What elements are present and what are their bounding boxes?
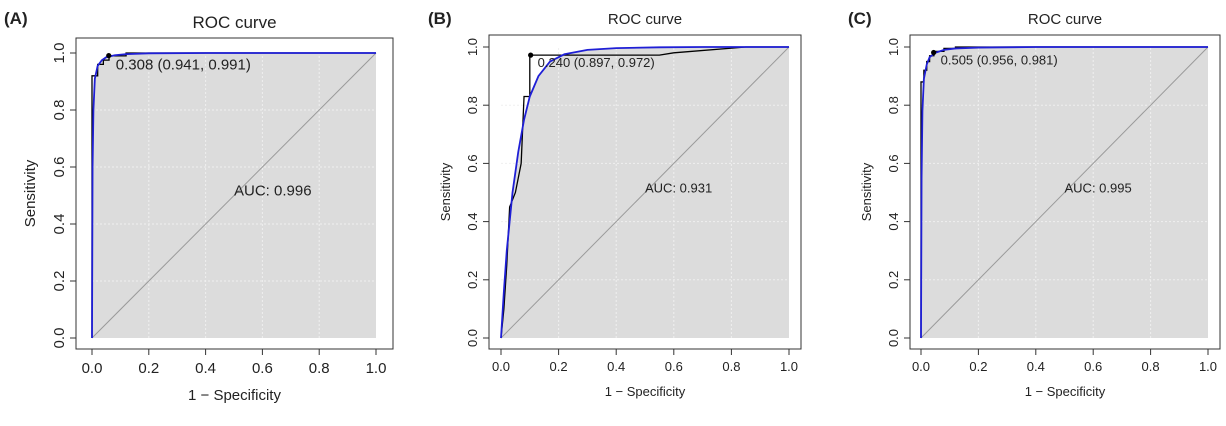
- threshold-label: 0.240 (0.897, 0.972): [538, 55, 655, 70]
- roc-panel-3: (C) ROC curve 0.0 0.2 0.4 0.6 0.8 1.0 0.0 0.2 0.4 0…: [848, 9, 1221, 399]
- auc-label: AUC: 0.995: [1065, 181, 1132, 196]
- x-tick-label: 0.2: [550, 359, 568, 374]
- y-tick-label: 0.6: [465, 154, 480, 172]
- y-tick-label: 0.6: [51, 157, 68, 178]
- x-tick-label: 0.8: [309, 360, 330, 377]
- auc-label: AUC: 0.931: [645, 181, 712, 196]
- diagonal-reference-line: [91, 52, 377, 339]
- y-tick-label: 0.0: [51, 328, 68, 349]
- y-tick-label: 0.6: [886, 154, 901, 172]
- panel-letter: (A): [4, 9, 28, 28]
- x-axis-label: 1 − Specificity: [188, 387, 281, 404]
- smoothed-roc-line: [91, 52, 376, 339]
- roc-panel-2: (B) ROC curve 0.0 0.2 0.4 0.6 0.8 1.0 0.0 0.2 0.4 0…: [428, 9, 802, 399]
- y-tick-label: 1.0: [886, 38, 901, 56]
- x-tick-label: 0.0: [492, 359, 510, 374]
- threshold-point: [528, 52, 534, 58]
- threshold-point: [106, 52, 112, 59]
- x-tick-label: 0.6: [1084, 359, 1102, 374]
- plot-frame: [488, 34, 802, 350]
- x-tick-label: 0.4: [195, 360, 216, 377]
- auc-label: AUC: 0.996: [234, 183, 312, 200]
- y-tick-label: 0.2: [51, 271, 68, 292]
- plot-frame: [909, 34, 1221, 350]
- panel-letter: (C): [848, 9, 872, 28]
- x-tick-label: 0.0: [912, 359, 930, 374]
- smoothed-roc-line: [500, 46, 789, 339]
- x-tick-label: 0.6: [252, 360, 273, 377]
- threshold-label: 0.308 (0.941, 0.991): [116, 57, 251, 74]
- y-tick-label: 0.4: [886, 213, 901, 231]
- panel-letter: (B): [428, 9, 452, 28]
- x-tick-label: 0.4: [1027, 359, 1045, 374]
- chart-title: ROC curve: [192, 13, 276, 32]
- y-tick-label: 0.4: [465, 213, 480, 231]
- x-axis-label: 1 − Specificity: [1025, 384, 1106, 399]
- y-axis-label: Sensitivity: [438, 162, 453, 221]
- y-tick-label: 1.0: [465, 38, 480, 56]
- x-tick-label: 0.8: [722, 359, 740, 374]
- smoothed-roc-line: [920, 46, 1208, 339]
- threshold-point: [931, 49, 937, 56]
- x-tick-label: 1.0: [366, 360, 387, 377]
- threshold-label: 0.505 (0.956, 0.981): [941, 53, 1058, 68]
- y-tick-label: 0.2: [465, 271, 480, 289]
- x-tick-label: 1.0: [780, 359, 798, 374]
- y-tick-label: 0.8: [51, 100, 68, 121]
- x-tick-label: 0.8: [1142, 359, 1160, 374]
- roc-panel-1: (A) ROC curve 0.0 0.2 0.4 0.6 0.8 1.0 0.0 0.2 0.4 0…: [4, 9, 394, 404]
- x-tick-label: 0.2: [138, 360, 159, 377]
- y-tick-label: 0.0: [886, 329, 901, 347]
- y-tick-label: 0.0: [465, 329, 480, 347]
- y-tick-label: 0.2: [886, 271, 901, 289]
- y-tick-label: 0.4: [51, 214, 68, 235]
- y-axis-label: Sensitivity: [22, 159, 39, 227]
- y-tick-label: 1.0: [51, 43, 68, 64]
- y-tick-label: 0.8: [886, 96, 901, 114]
- x-tick-label: 0.4: [607, 359, 625, 374]
- diagonal-reference-line: [920, 46, 1209, 339]
- y-axis-label: Sensitivity: [859, 162, 874, 221]
- x-tick-label: 0.0: [82, 360, 103, 377]
- plot-frame: [75, 37, 394, 350]
- x-axis-label: 1 − Specificity: [605, 384, 686, 399]
- x-tick-label: 1.0: [1199, 359, 1217, 374]
- diagonal-reference-line: [500, 46, 790, 339]
- empirical-roc-line: [500, 46, 789, 339]
- y-tick-label: 0.8: [465, 96, 480, 114]
- x-tick-label: 0.2: [969, 359, 987, 374]
- chart-title: ROC curve: [608, 11, 682, 28]
- chart-title: ROC curve: [1028, 11, 1102, 28]
- x-tick-label: 0.6: [665, 359, 683, 374]
